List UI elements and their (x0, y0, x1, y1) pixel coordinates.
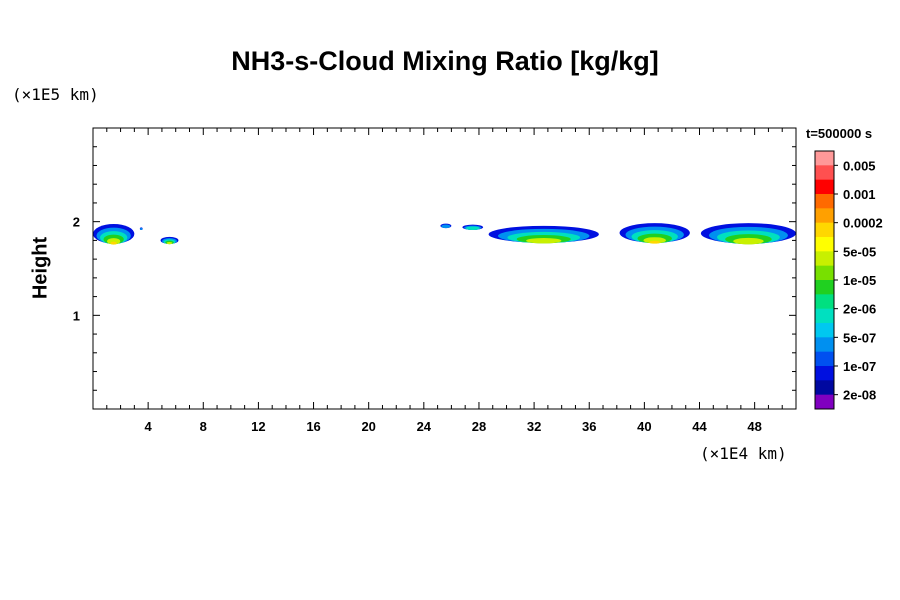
cloud-patch (440, 223, 452, 229)
colorbar-label: 5e-05 (843, 244, 876, 259)
x-tick-label: 16 (306, 419, 320, 434)
colorbar-segment (815, 294, 834, 310)
x-tick-label: 44 (692, 419, 707, 434)
colorbar-segment (815, 265, 834, 281)
x-tick-label: 40 (637, 419, 651, 434)
cloud-patch (700, 223, 796, 245)
colorbar-segment (815, 237, 834, 252)
colorbar-label: 5e-07 (843, 330, 876, 345)
y-tick-label: 1 (73, 308, 80, 323)
cloud-patch (93, 224, 135, 245)
cloud-contour-layer (643, 237, 666, 244)
x-tick-label: 8 (200, 419, 207, 434)
cloud-patch (139, 227, 143, 231)
colorbar-segment (815, 251, 834, 267)
cloud-contour-layer (465, 226, 480, 231)
cloud-contour-layer (110, 241, 117, 245)
colorbar-segment (815, 380, 834, 396)
cloud-contour-layer (140, 227, 143, 231)
x-axis-scale-label: (×1E4 km) (700, 444, 787, 463)
y-axis-scale-label: (×1E5 km) (12, 85, 99, 104)
colorbar-label: 1e-07 (843, 359, 876, 374)
colorbar-segment (815, 179, 834, 195)
cloud-contour-layer (166, 241, 173, 245)
colorbar-segment (815, 208, 834, 224)
colorbar-label: 1e-05 (843, 273, 876, 288)
x-tick-label: 36 (582, 419, 596, 434)
y-tick-label: 2 (73, 215, 80, 230)
cloud-patch (160, 236, 179, 245)
colorbar-label: 2e-08 (843, 388, 876, 403)
colorbar-label: 0.0002 (843, 216, 883, 231)
x-tick-label: 20 (361, 419, 375, 434)
x-tick-label: 24 (417, 419, 432, 434)
colorbar-segment (815, 394, 834, 410)
time-label: t=500000 s (806, 126, 873, 141)
cloud-patch (488, 225, 599, 244)
colorbar-label: 2e-06 (843, 302, 876, 317)
x-tick-label: 28 (472, 419, 486, 434)
x-tick-label: 4 (145, 419, 153, 434)
x-tick-label: 48 (747, 419, 761, 434)
colorbar-segment (815, 280, 834, 295)
colorbar-segment (815, 323, 834, 338)
colorbar-segment (815, 194, 834, 209)
colorbar-segment (815, 222, 834, 238)
colorbar-segment (815, 151, 834, 166)
cloud-contour-layer (526, 238, 562, 244)
colorbar-segment (815, 366, 834, 381)
cloud-patch (619, 223, 690, 244)
x-tick-label: 12 (251, 419, 265, 434)
colorbar: 0.005 0.001 0.0002 5e-05 1e-05 2e-06 5e-07 1e-0… (814, 150, 883, 410)
colorbar-segment (815, 337, 834, 353)
cloud-contour-layer (441, 224, 451, 229)
cloud-field (93, 223, 796, 245)
cloud-contour-layer (733, 237, 764, 245)
plot-frame (92, 127, 797, 410)
colorbar-segment (815, 308, 834, 324)
cloud-patch (462, 224, 484, 231)
colorbar-label: 0.001 (843, 187, 876, 202)
cloud-contour-layer (649, 240, 660, 244)
chart-title: NH3-s-Cloud Mixing Ratio [kg/kg] (231, 46, 659, 76)
colorbar-segment (815, 165, 834, 181)
cloud-contour-layer (107, 238, 121, 245)
x-tick-label: 32 (527, 419, 541, 434)
colorbar-label: 0.005 (843, 158, 876, 173)
colorbar-segment (815, 351, 834, 367)
